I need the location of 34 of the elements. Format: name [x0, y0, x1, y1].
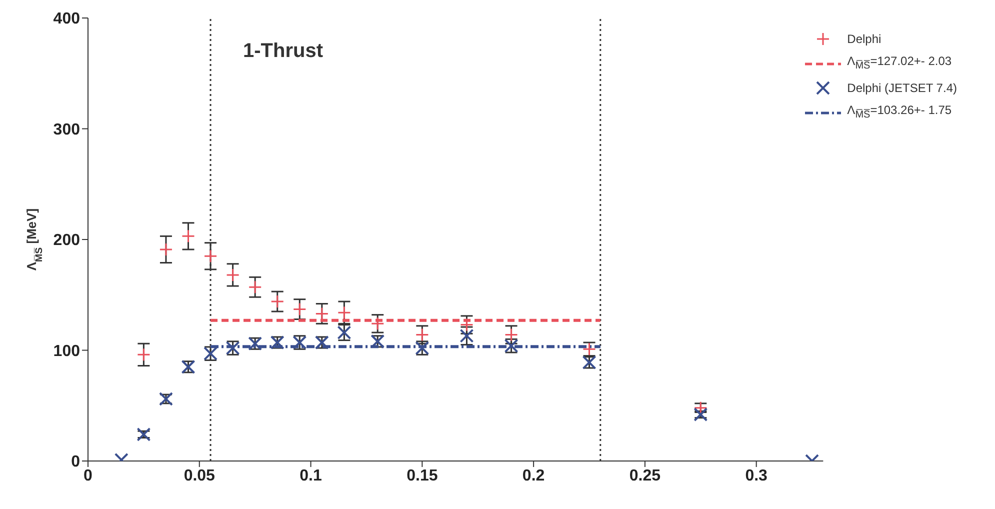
- x-tick-label: 0.1: [300, 467, 322, 484]
- x-tick-label: 0.2: [522, 467, 545, 484]
- point: [504, 328, 518, 342]
- x-tick-label: 0.3: [745, 467, 768, 484]
- point: [337, 306, 351, 320]
- y-tick-label: 100: [53, 342, 80, 360]
- point: [315, 306, 329, 320]
- y-tick-label: 400: [53, 10, 80, 28]
- point: [270, 294, 284, 308]
- point: [136, 427, 151, 442]
- point: [159, 242, 173, 256]
- x-tick-label: 0: [84, 467, 93, 484]
- y-tick-label: 0: [71, 454, 80, 471]
- legend-label: Delphi (JETSET 7.4): [847, 80, 957, 98]
- point: [370, 316, 384, 330]
- y-tick-label: 200: [53, 232, 80, 250]
- point: [248, 280, 262, 294]
- x-tick-label: 0.25: [629, 467, 661, 484]
- legend-label: Λ$_{M̅S̅}$=127.02+- 2.03: [847, 53, 952, 74]
- point: [136, 348, 150, 362]
- point: [460, 318, 474, 332]
- legend-label: Delphi: [847, 31, 882, 48]
- point: [182, 229, 195, 243]
- point: [460, 328, 474, 343]
- point: [226, 268, 240, 282]
- x-tick-label: 0.05: [184, 467, 216, 484]
- point: [204, 249, 218, 263]
- point: [694, 407, 708, 422]
- legend-label: Λ$_{M̅S̅}$=103.26+- 1.75: [847, 102, 952, 123]
- y-tick-label: 300: [53, 121, 80, 138]
- point: [415, 328, 429, 342]
- x-tick-label: 0.15: [406, 467, 438, 484]
- point: [292, 302, 306, 316]
- text: 1-Thrust: [243, 40, 323, 63]
